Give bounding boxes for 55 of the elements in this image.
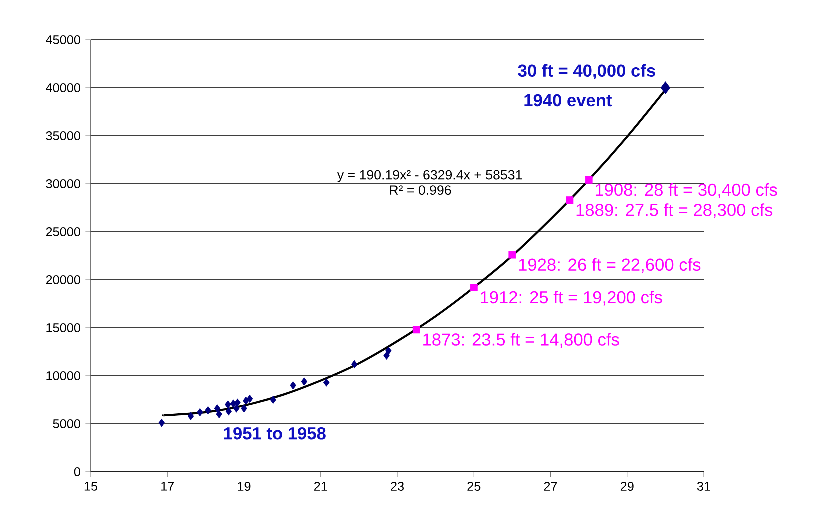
y-tick-label: 20000 — [46, 276, 80, 284]
annotation: 1940 event — [524, 94, 612, 107]
annotation: 1889: 27.5 ft = 28,300 cfs — [576, 204, 773, 218]
point — [214, 404, 221, 413]
point — [246, 395, 254, 404]
x-tick-label: 15 — [84, 482, 98, 491]
annotation: 30 ft = 40,000 cfs — [518, 64, 656, 80]
annotation: 1912: 25 ft = 19,200 cfs — [481, 290, 662, 306]
annotation: 1928: 26 ft = 22,600 cfs — [519, 258, 701, 274]
point — [197, 408, 204, 416]
annotation: y = 190.19x² - 6329.4x + 58531 — [337, 170, 522, 182]
x-tick-label: 21 — [314, 482, 328, 491]
point — [412, 326, 420, 334]
annotation: R² = 0.996 — [390, 186, 452, 196]
point — [324, 378, 330, 387]
point — [241, 404, 248, 413]
y-tick-label: 5000 — [53, 420, 80, 428]
point — [188, 412, 194, 420]
y-tick-label: 25000 — [46, 228, 80, 236]
y-tick-label: 15000 — [46, 324, 80, 332]
point — [585, 176, 593, 184]
point — [470, 284, 478, 292]
annotation: 1951 to 1958 — [224, 427, 326, 440]
x-tick-label: 25 — [468, 482, 481, 492]
point — [384, 352, 390, 360]
x-tick-label: 27 — [544, 482, 558, 491]
y-tick-label: 40000 — [46, 84, 80, 92]
annotation: 1873: 23.5 ft = 14,800 cfs — [424, 333, 620, 348]
x-tick-label: 17 — [162, 482, 174, 491]
annotation: 1908: 28 ft = 30,400 cfs — [596, 183, 778, 198]
point — [243, 396, 250, 405]
y-tick-label: 0 — [74, 468, 80, 476]
y-tick-label: 30000 — [46, 180, 80, 188]
point — [290, 382, 296, 390]
point — [205, 406, 212, 415]
x-tick-label: 29 — [620, 482, 634, 492]
point — [508, 251, 516, 259]
point — [386, 347, 392, 356]
point — [566, 196, 574, 204]
point — [226, 408, 232, 416]
y-tick-label: 35000 — [46, 132, 80, 140]
point — [352, 360, 358, 368]
y-tick-label: 45000 — [46, 36, 80, 44]
point — [234, 398, 241, 407]
x-tick-label: 19 — [238, 482, 251, 492]
y-tick-label: 10000 — [46, 372, 80, 380]
point — [158, 419, 165, 428]
x-tick-label: 23 — [391, 482, 404, 492]
point — [270, 396, 276, 404]
point — [660, 82, 670, 94]
point — [301, 378, 308, 386]
point — [225, 400, 232, 409]
point — [216, 410, 222, 418]
point — [234, 404, 240, 413]
x-tick-label: 31 — [697, 482, 710, 492]
